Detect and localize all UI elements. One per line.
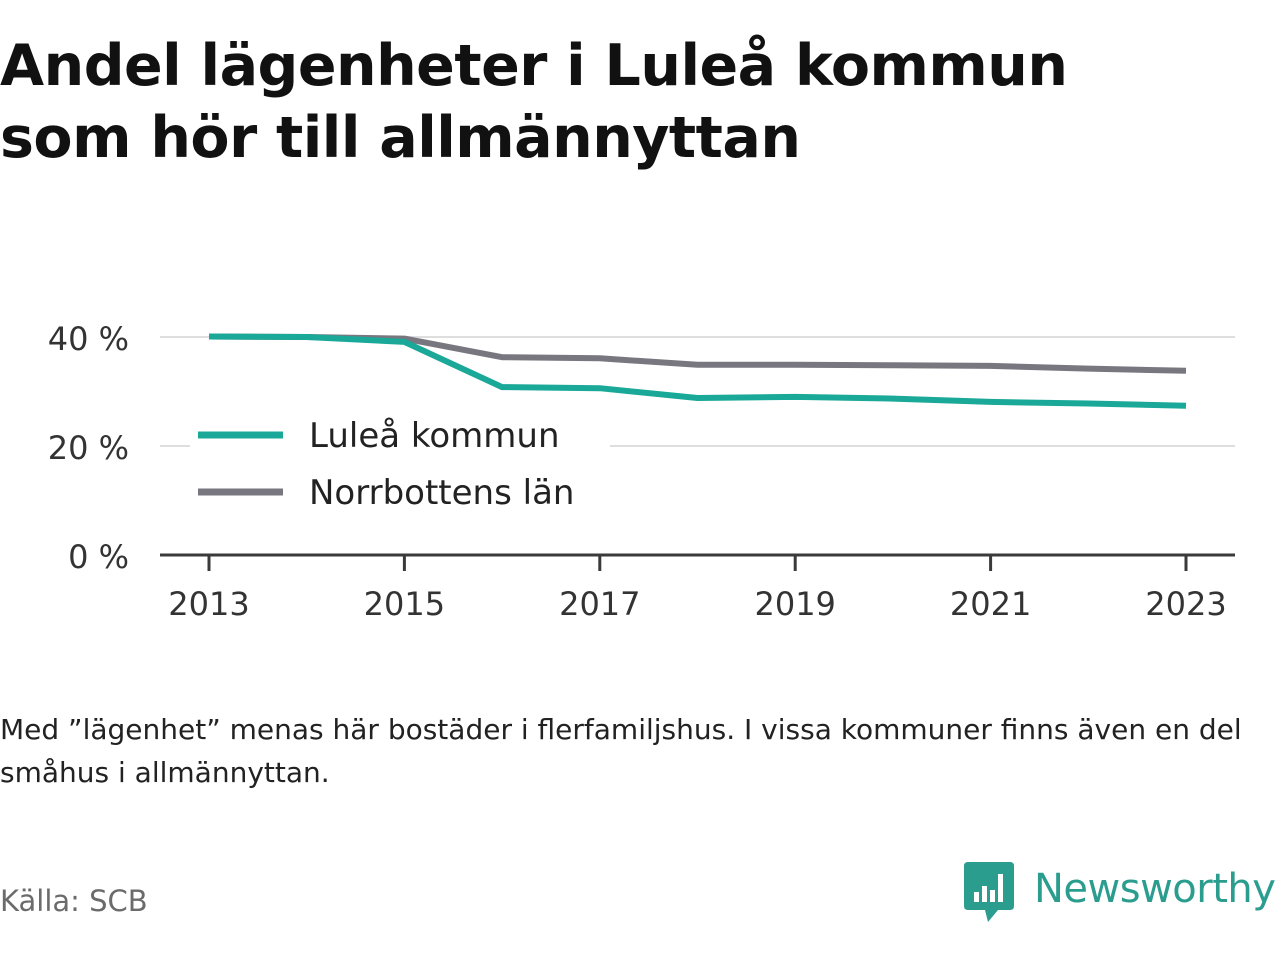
- x-tick-label: 2019: [754, 585, 835, 623]
- x-axis-tick-labels: 2013 2015 2017 2019 2021 2023: [168, 585, 1226, 623]
- chart-footnote: Med ”lägenhet” menas här bostäder i fler…: [0, 713, 1242, 789]
- x-axis: [160, 553, 1235, 571]
- source-credit: Källa: SCB: [0, 884, 148, 918]
- chart-title-line-2: som hör till allmännyttan: [0, 105, 801, 171]
- bar-chart-speech-bubble-icon: [964, 862, 1014, 922]
- legend-label: Luleå kommun: [309, 416, 560, 456]
- series-line: [208, 333, 1187, 409]
- x-tick-label: 2013: [168, 585, 249, 623]
- brand-logo: Newsworthy: [964, 862, 1276, 926]
- legend: Luleå kommun Norrbottens län: [190, 407, 610, 520]
- x-tick-label: 2015: [364, 585, 445, 623]
- y-tick-label: 0 %: [68, 538, 129, 576]
- y-axis-tick-labels: 0 % 20 % 40 %: [48, 320, 129, 576]
- x-tick-label: 2021: [950, 585, 1031, 623]
- x-tick-label: 2023: [1145, 585, 1226, 623]
- chart-title: Andel lägenheter i Luleå kommun som hör …: [0, 30, 1260, 174]
- y-tick-label: 20 %: [48, 429, 129, 467]
- brand-name: Newsworthy: [1034, 866, 1276, 912]
- y-tick-label: 40 %: [48, 320, 129, 358]
- x-tick-label: 2017: [559, 585, 640, 623]
- legend-label: Norrbottens län: [309, 473, 574, 513]
- chart-title-line-1: Andel lägenheter i Luleå kommun: [0, 33, 1068, 99]
- series-lines: [208, 333, 1187, 409]
